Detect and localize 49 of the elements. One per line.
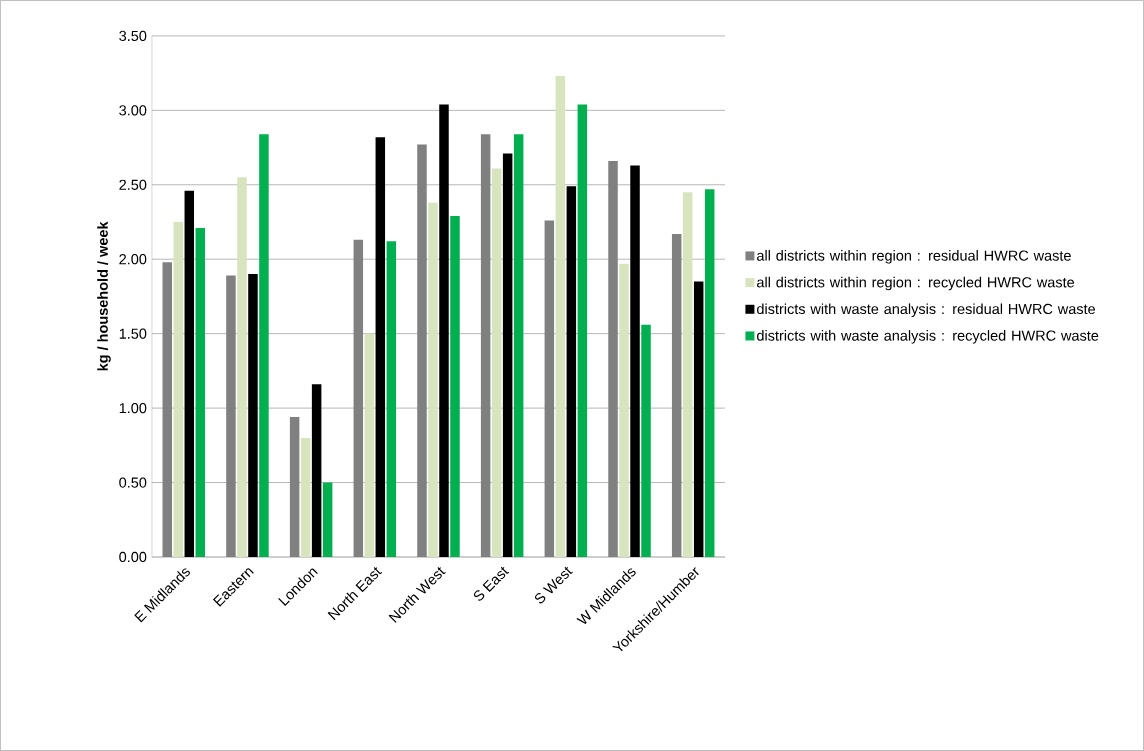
bar	[608, 160, 618, 558]
bar	[237, 177, 247, 558]
bar	[619, 263, 629, 558]
bar	[577, 104, 588, 558]
bar	[544, 220, 555, 558]
bar	[289, 417, 300, 558]
y-tick-label: 3.50	[119, 30, 147, 42]
y-tick-label: 0.00	[119, 551, 147, 563]
bar	[386, 241, 397, 558]
bar	[248, 274, 258, 558]
bar	[693, 281, 704, 558]
y-axis-title: kg / household / week	[97, 221, 111, 371]
bar	[630, 165, 640, 558]
legend-label: all districts within region : residual HWRC waste	[757, 250, 1071, 264]
legend-label: districts with waste analysis : residual HWRC waste	[757, 303, 1095, 317]
bar	[162, 262, 173, 558]
bar	[311, 384, 322, 558]
y-tick-label: 1.00	[119, 403, 147, 414]
bar	[641, 324, 651, 558]
bar	[682, 192, 693, 558]
bar	[322, 482, 333, 558]
legend-label: districts with waste analysis : recycled HWRC waste	[757, 330, 1099, 344]
bar	[184, 190, 195, 558]
bar	[428, 202, 438, 558]
bar	[513, 134, 524, 558]
bar	[439, 104, 449, 558]
bar	[566, 186, 577, 558]
y-tick-label: 2.00	[119, 254, 147, 265]
bar	[375, 137, 386, 558]
bar	[491, 168, 502, 558]
y-tick-label: 2.50	[119, 179, 147, 190]
bar	[300, 437, 311, 558]
bar	[450, 216, 460, 558]
bar	[480, 134, 491, 558]
bar	[502, 153, 513, 558]
bar	[364, 333, 375, 558]
bar	[555, 76, 566, 558]
bar	[195, 227, 206, 558]
bar	[226, 275, 236, 558]
bar	[259, 134, 269, 558]
bar	[353, 239, 364, 558]
y-tick-label: 0.50	[119, 477, 147, 488]
legend-label: all districts within region : recycled HWRC waste	[757, 276, 1075, 291]
y-tick-label: 1.50	[119, 328, 147, 339]
bar	[417, 144, 427, 558]
y-tick-label: 3.00	[119, 105, 147, 116]
bar	[173, 222, 184, 558]
bar	[671, 233, 682, 558]
bar	[704, 189, 715, 558]
